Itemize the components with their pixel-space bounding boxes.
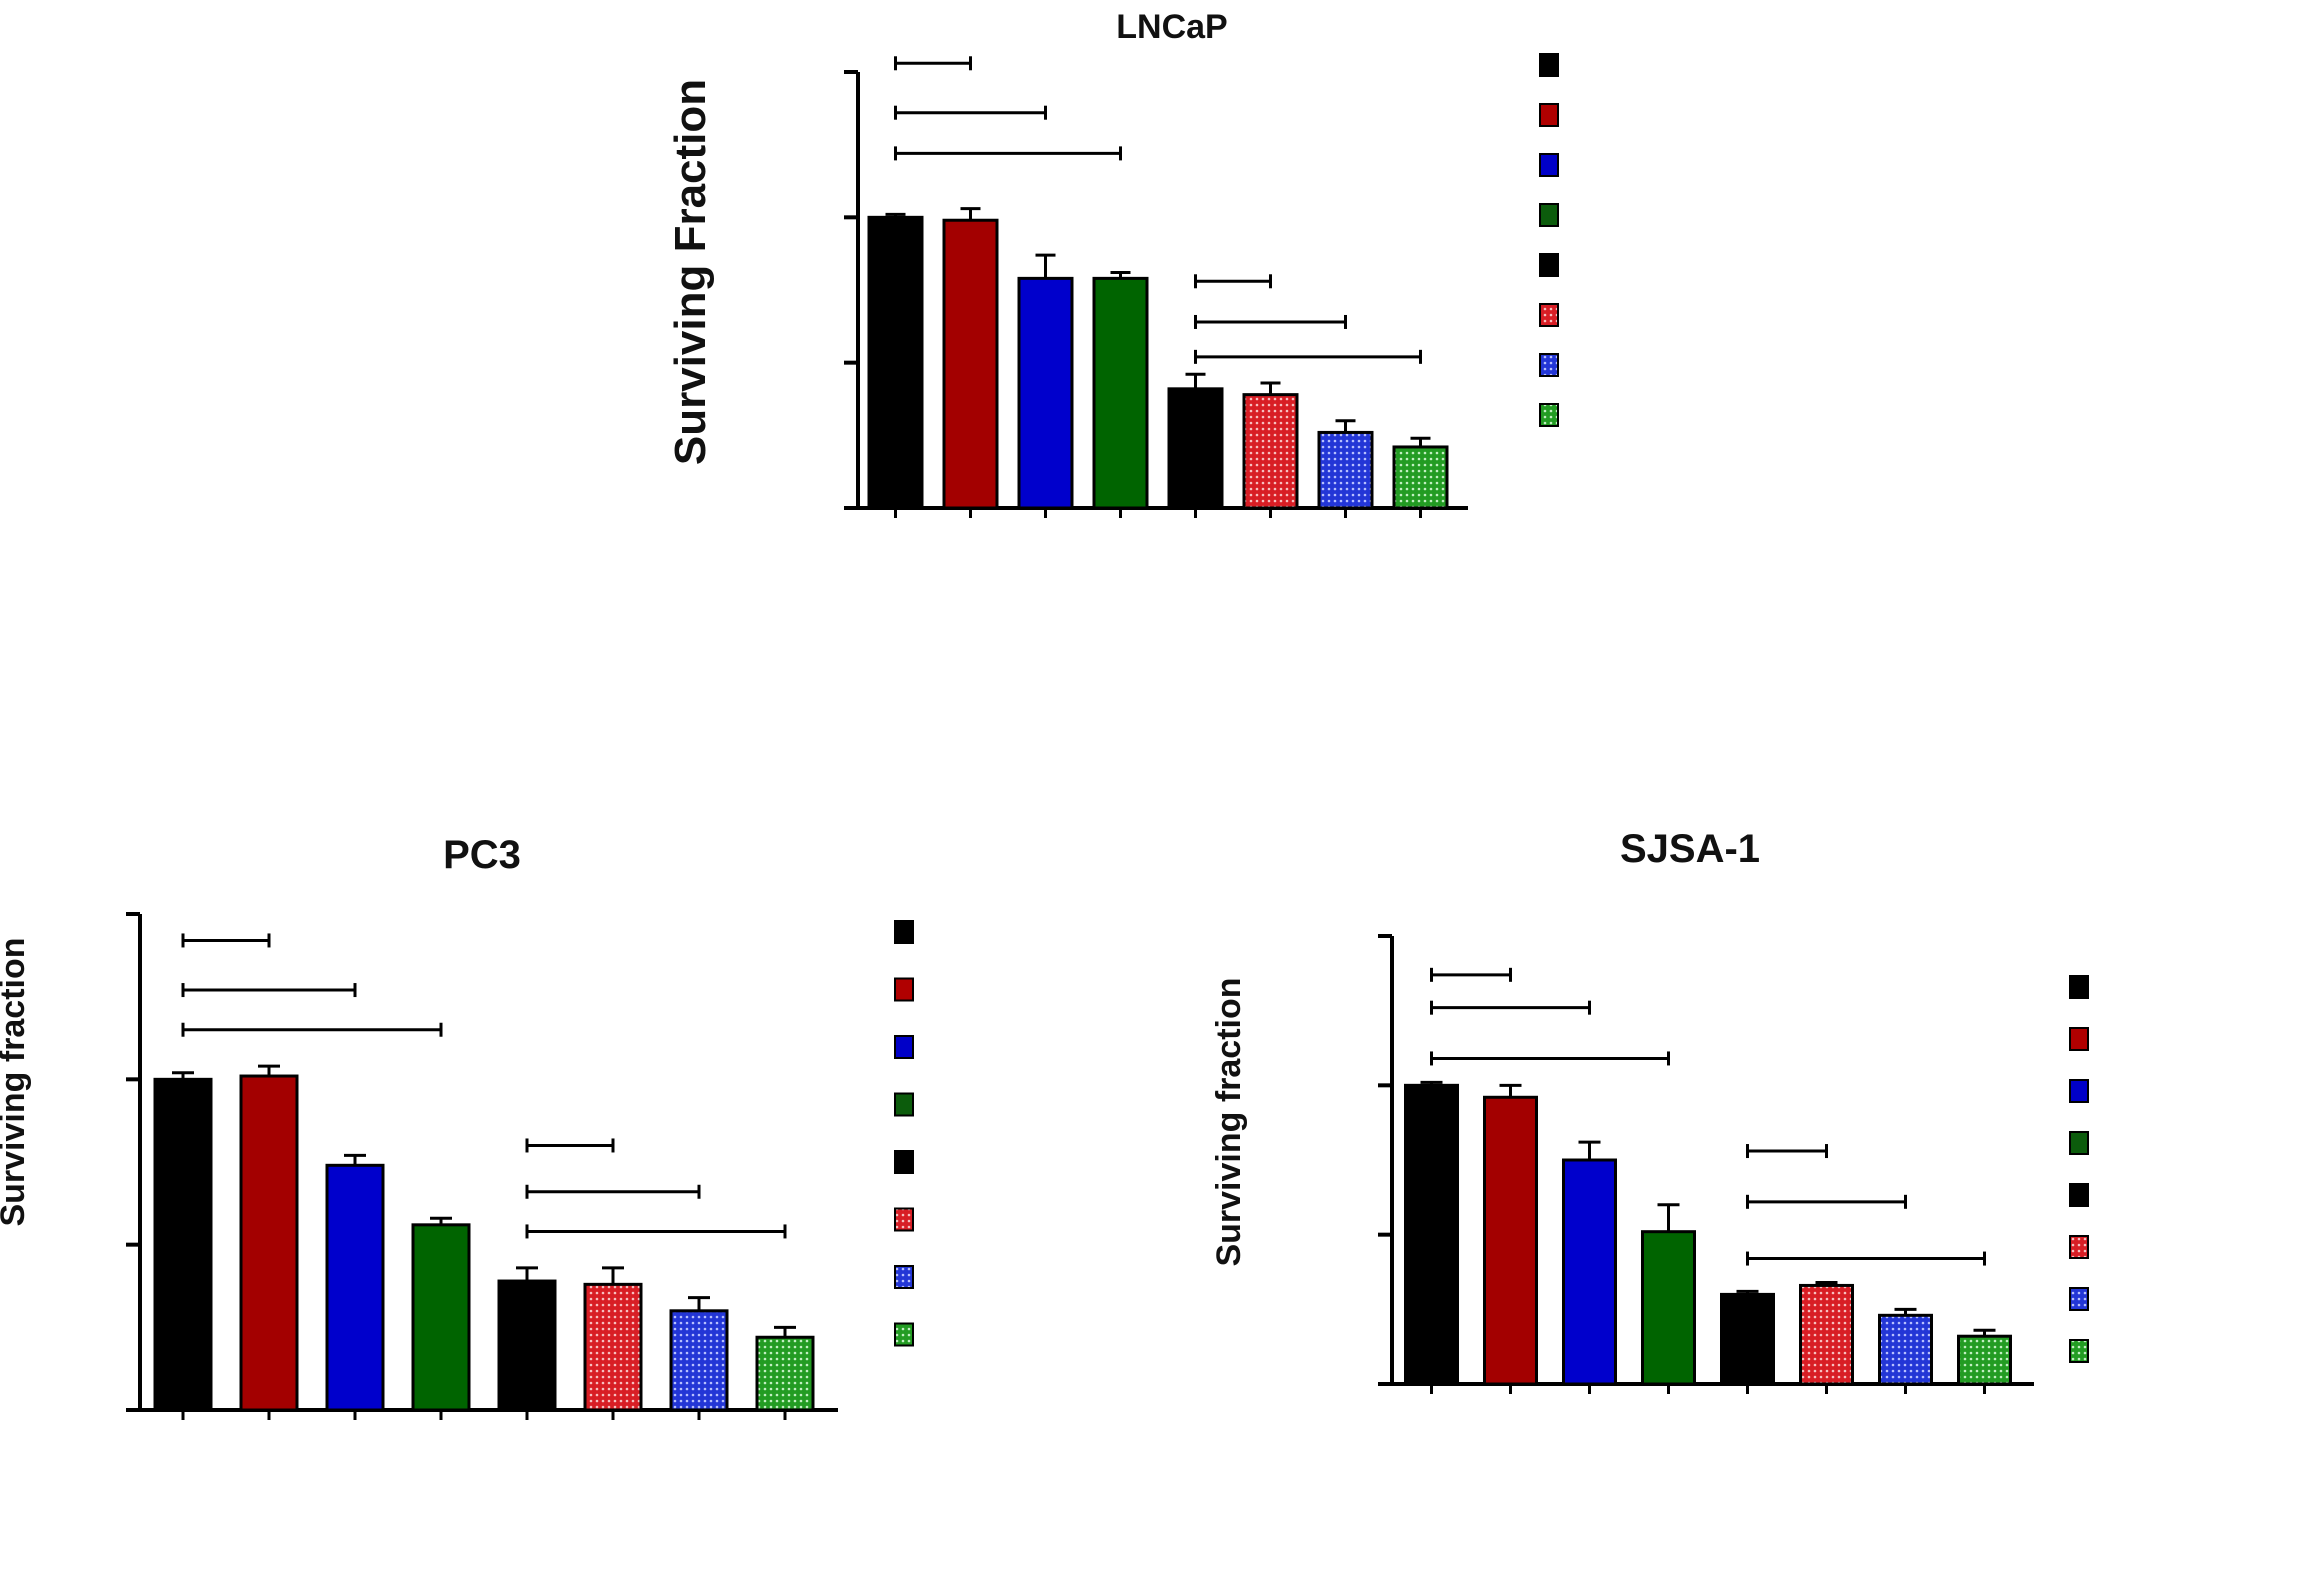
bar [239,1074,299,1412]
bar [497,1279,557,1412]
y-axis-label: Surviving fraction [0,937,32,1226]
legend-swatch [2069,1287,2089,1311]
bar [1878,1313,1933,1386]
legend-swatch [894,920,914,944]
chart-panel-lncap: LNCaP Surviving Fraction [666,8,1559,518]
legend-swatch [2069,1235,2089,1259]
legend-swatch [2069,1079,2089,1103]
bar [1957,1334,2012,1386]
bar [1404,1083,1459,1386]
legend-swatch [894,1207,914,1232]
chart-title: SJSA-1 [1620,827,1760,871]
bar [942,218,999,510]
bar [1562,1158,1617,1386]
bar [1799,1283,1854,1386]
legend-swatch [2069,1183,2089,1207]
chart-marks [844,56,1468,518]
legend-swatch [894,977,914,1002]
y-axis-label: Surviving fraction [1210,977,1248,1266]
chart-title: PC3 [443,833,521,877]
bar [411,1223,471,1412]
chart-panel-pc3: PC3 Surviving fraction [0,833,914,1420]
chart-legend [1539,53,1559,427]
legend-swatch [1539,353,1559,377]
bar [583,1282,643,1412]
chart-legend [894,920,914,1347]
legend-swatch [1539,403,1559,427]
legend-swatch [894,1150,914,1174]
bar [755,1335,815,1412]
bar [1092,276,1149,510]
y-axis-label: Surviving Fraction [666,79,715,465]
bar [867,215,924,510]
legend-swatch [1539,153,1559,177]
legend-swatch [894,1265,914,1289]
chart-panel-sjsa1: SJSA-1 Surviving fraction [1210,827,2089,1394]
legend-swatch [1539,303,1559,327]
chart-marks [126,912,838,1420]
bar [669,1309,729,1412]
chart-legend [2069,975,2089,1363]
legend-swatch [1539,53,1559,77]
legend-swatch [894,1322,914,1347]
legend-swatch [2069,1131,2089,1155]
bar [1017,276,1074,510]
legend-swatch [1539,253,1559,277]
legend-swatch [1539,103,1559,127]
legend-swatch [1539,203,1559,227]
bar [153,1077,213,1412]
bar [1242,393,1299,510]
bar [1317,430,1374,510]
bar [325,1163,385,1412]
bar [1641,1230,1696,1386]
legend-swatch [894,1035,914,1059]
chart-marks [1378,934,2034,1394]
chart-title: LNCaP [1116,8,1227,46]
legend-swatch [2069,975,2089,999]
legend-swatch [894,1092,914,1117]
legend-swatch [2069,1027,2089,1051]
bar [1483,1095,1538,1386]
bar [1392,445,1449,510]
bar [1720,1292,1775,1386]
legend-swatch [2069,1339,2089,1363]
bar [1167,387,1224,510]
